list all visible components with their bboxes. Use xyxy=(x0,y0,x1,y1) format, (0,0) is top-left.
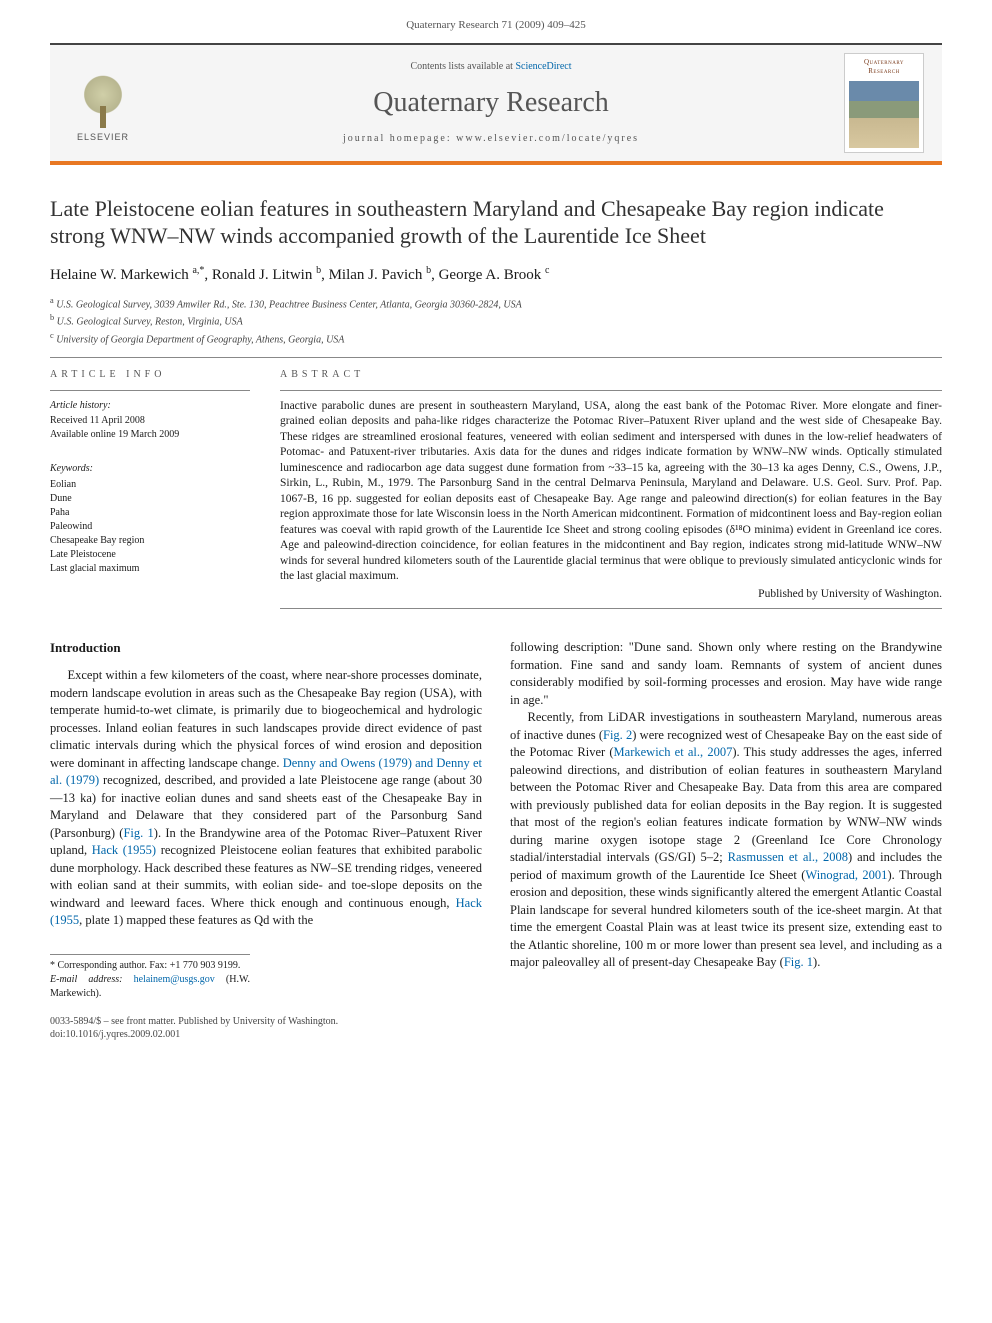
online-line: Available online 19 March 2009 xyxy=(50,428,250,442)
keyword-3: Paleowind xyxy=(50,520,250,534)
citation-link-winograd[interactable]: Winograd, 2001 xyxy=(805,868,887,882)
doi-line: doi:10.1016/j.yqres.2009.02.001 xyxy=(50,1028,942,1041)
body-columns: Introduction Except within a few kilomet… xyxy=(50,639,942,1001)
keyword-1: Dune xyxy=(50,492,250,506)
keyword-0: Eolian xyxy=(50,478,250,492)
affiliations: a U.S. Geological Survey, 3039 Amwiler R… xyxy=(50,295,942,347)
affiliation-c: c University of Georgia Department of Ge… xyxy=(50,330,942,347)
keywords-heading: Keywords: xyxy=(50,462,250,476)
running-header: Quaternary Research 71 (2009) 409–425 xyxy=(0,0,992,39)
journal-banner: ELSEVIER Contents lists available at Sci… xyxy=(50,43,942,165)
contents-prefix: Contents lists available at xyxy=(410,61,515,72)
column-left: Introduction Except within a few kilomet… xyxy=(50,639,482,1001)
abstract-body: Inactive parabolic dunes are present in … xyxy=(280,399,942,585)
author-3: George A. Brook c xyxy=(439,267,550,283)
figure-link-2[interactable]: Fig. 2 xyxy=(603,728,632,742)
sciencedirect-link[interactable]: ScienceDirect xyxy=(515,61,571,72)
divider xyxy=(280,608,942,609)
journal-cover-thumb: Quaternary Research xyxy=(844,53,924,153)
contents-available-line: Contents lists available at ScienceDirec… xyxy=(138,60,844,74)
email-line: E-mail address: helainem@usgs.gov (H.W. … xyxy=(50,973,250,1000)
homepage-url: www.elsevier.com/locate/yqres xyxy=(456,133,639,144)
intro-paragraph-2: following description: "Dune sand. Shown… xyxy=(510,639,942,709)
author-list: Helaine W. Markewich a,*, Ronald J. Litw… xyxy=(50,264,942,285)
received-line: Received 11 April 2008 xyxy=(50,414,250,428)
homepage-prefix: journal homepage: xyxy=(343,133,456,144)
banner-center: Contents lists available at ScienceDirec… xyxy=(138,60,844,145)
citation-link-hack-1[interactable]: Hack (1955) xyxy=(92,843,156,857)
journal-title-banner: Quaternary Research xyxy=(138,84,844,122)
article-info-block: article info Article history: Received 1… xyxy=(50,362,250,609)
intro-paragraph-3: Recently, from LiDAR investigations in s… xyxy=(510,709,942,972)
article-info-heading: article info xyxy=(50,362,250,391)
affiliation-a: a U.S. Geological Survey, 3039 Amwiler R… xyxy=(50,295,942,312)
elsevier-tree-icon xyxy=(75,75,131,131)
keyword-5: Late Pleistocene xyxy=(50,548,250,562)
history-heading: Article history: xyxy=(50,399,250,413)
abstract-published-by: Published by University of Washington. xyxy=(280,587,942,603)
intro-paragraph-1: Except within a few kilometers of the co… xyxy=(50,667,482,930)
keyword-4: Chesapeake Bay region xyxy=(50,534,250,548)
email-link[interactable]: helainem@usgs.gov xyxy=(134,974,215,985)
figure-link-1b[interactable]: Fig. 1 xyxy=(784,955,813,969)
cover-title: Quaternary Research xyxy=(849,58,919,77)
citation-link-markewich[interactable]: Markewich et al., 2007 xyxy=(614,745,733,759)
abstract-block: abstract Inactive parabolic dunes are pr… xyxy=(280,362,942,609)
keyword-6: Last glacial maximum xyxy=(50,562,250,576)
author-2: Milan J. Pavich b xyxy=(329,267,432,283)
author-0: Helaine W. Markewich a,* xyxy=(50,267,204,283)
publisher-logo: ELSEVIER xyxy=(68,63,138,143)
abstract-heading: abstract xyxy=(280,362,942,391)
keyword-2: Paha xyxy=(50,506,250,520)
figure-link-1[interactable]: Fig. 1 xyxy=(123,826,153,840)
publisher-label: ELSEVIER xyxy=(77,131,129,143)
article-title: Late Pleistocene eolian features in sout… xyxy=(50,195,942,250)
column-right: following description: "Dune sand. Shown… xyxy=(510,639,942,1001)
footnotes: * Corresponding author. Fax: +1 770 903 … xyxy=(50,954,250,1001)
cover-image-icon xyxy=(849,81,919,148)
citation-link-rasmussen[interactable]: Rasmussen et al., 2008 xyxy=(728,850,848,864)
affiliation-b: b U.S. Geological Survey, Reston, Virgin… xyxy=(50,312,942,329)
front-matter-footer: 0033-5894/$ – see front matter. Publishe… xyxy=(50,1015,942,1041)
divider xyxy=(50,357,942,358)
journal-homepage-line: journal homepage: www.elsevier.com/locat… xyxy=(138,132,844,146)
corresponding-author-line: * Corresponding author. Fax: +1 770 903 … xyxy=(50,959,250,973)
author-1: Ronald J. Litwin b xyxy=(212,267,321,283)
introduction-heading: Introduction xyxy=(50,639,482,657)
front-matter-line-1: 0033-5894/$ – see front matter. Publishe… xyxy=(50,1015,942,1028)
